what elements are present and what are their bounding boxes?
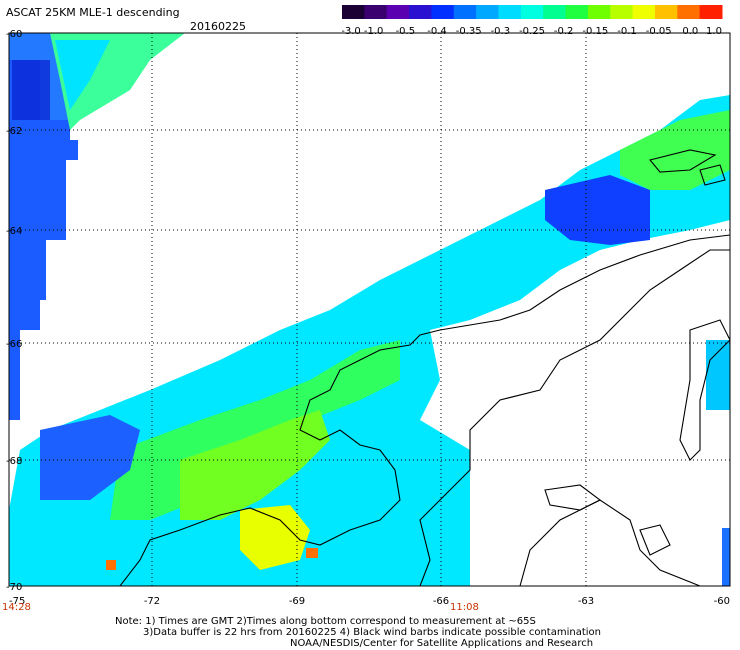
lat-label: -70 — [6, 582, 22, 593]
colorbar-swatch — [431, 5, 455, 19]
colorbar-label: -0.2 — [554, 26, 574, 37]
colorbar-labels: -3.0 -1.0 -0.5 -0.4 -0.35 -0.3 -0.25 -0.2 -0.15-… — [342, 26, 722, 37]
note-line-1: Note: 1) Times are GMT 2)Times along bot… — [115, 616, 536, 627]
coastline-island-1 — [544, 484, 602, 511]
colorbar-swatch — [587, 5, 611, 19]
colorbar-swatch — [453, 5, 477, 19]
graticule-grid — [9, 33, 730, 586]
coastline-island-3 — [679, 319, 730, 461]
swath-blue-patch-left — [40, 415, 140, 500]
colorbar-label: -0.4 — [427, 26, 447, 37]
colorbar-label: -0.35 — [456, 26, 482, 37]
coastline-peninsula — [119, 234, 730, 586]
lat-label: -64 — [6, 226, 22, 237]
map-title: ASCAT 25KM MLE-1 descending — [6, 6, 180, 19]
colorbar-swatch — [476, 5, 499, 19]
swath-green-patch-east — [620, 110, 730, 190]
coastline-layer — [119, 149, 730, 586]
lon-label: -60 — [714, 596, 730, 607]
time-label: 14:28 — [2, 602, 31, 613]
colorbar-swatch — [342, 5, 365, 19]
swath-left-band — [9, 33, 78, 420]
swath-left-dark-spot — [12, 60, 50, 120]
swath-top-strip-cyan — [55, 40, 110, 110]
colorbar-label: -3.0 — [342, 26, 361, 37]
colorbar-swatch — [632, 5, 656, 19]
swath-green-patch-2 — [180, 410, 330, 520]
coastline-island-5 — [649, 149, 717, 173]
data-swath-layer — [9, 33, 730, 586]
coastline-ice-shelf — [519, 499, 701, 586]
colorbar-label: -0.3 — [491, 26, 511, 37]
note-line-3: NOAA/NESDIS/Center for Satellite Applica… — [290, 638, 594, 649]
time-labels: 14:28 11:08 — [2, 602, 479, 613]
note-line-2: 3)Data buffer is 22 hrs from 20160225 4)… — [143, 627, 601, 638]
colorbar-swatches — [342, 5, 723, 19]
swath-right-edge — [706, 340, 730, 410]
colorbar-label: -0.5 — [396, 26, 416, 37]
colorbar-label: -0.1 — [617, 26, 637, 37]
coastline-island-2 — [639, 524, 671, 556]
lon-label: -63 — [578, 596, 594, 607]
colorbar-swatch — [520, 5, 544, 19]
colorbar-swatch — [565, 5, 589, 19]
colorbar-swatch — [610, 5, 634, 19]
lon-label: -69 — [289, 596, 305, 607]
map-frame — [8, 32, 731, 587]
swath-orange-spot-2 — [106, 560, 116, 570]
swath-yellow-patch — [240, 505, 310, 570]
colorbar-swatch — [409, 5, 432, 19]
colorbar-legend: -3.0 -1.0 -0.5 -0.4 -0.35 -0.3 -0.25 -0.2 -0.15-… — [342, 5, 723, 37]
lat-label: -68 — [6, 456, 22, 467]
longitude-labels: -75 -72 -69 -66 -63 -60 — [9, 596, 730, 607]
colorbar-swatch — [386, 5, 410, 19]
colorbar-label: -1.0 — [364, 26, 384, 37]
colorbar-label: -0.25 — [519, 26, 545, 37]
swath-right-edge-bottom — [722, 528, 730, 586]
colorbar-label: 1.0 — [706, 26, 722, 37]
lon-label: -72 — [144, 596, 160, 607]
colorbar-swatch — [498, 5, 522, 19]
coastline-inland — [419, 249, 730, 586]
colorbar-swatch — [654, 5, 678, 19]
map-date: 20160225 — [190, 20, 246, 33]
swath-blue-patch-right — [545, 175, 650, 245]
latitude-labels: -60 -62 -64 -66 -68 -70 — [6, 29, 22, 593]
coastline-island-4 — [699, 164, 726, 186]
time-label: 11:08 — [450, 602, 479, 613]
colorbar-swatch — [677, 5, 701, 19]
colorbar-label: -0.15 — [582, 26, 608, 37]
colorbar-label: 0.0 — [682, 26, 698, 37]
lat-label: -66 — [6, 339, 22, 350]
swath-orange-spot — [306, 548, 318, 558]
lat-label: -62 — [6, 126, 22, 137]
colorbar-label: -0.05 — [646, 26, 672, 37]
colorbar-swatch — [364, 5, 388, 19]
colorbar-swatch — [543, 5, 567, 19]
lon-label: -66 — [433, 596, 449, 607]
lat-label: -60 — [6, 29, 22, 40]
lon-label: -75 — [9, 596, 25, 607]
colorbar-swatch — [699, 5, 723, 19]
